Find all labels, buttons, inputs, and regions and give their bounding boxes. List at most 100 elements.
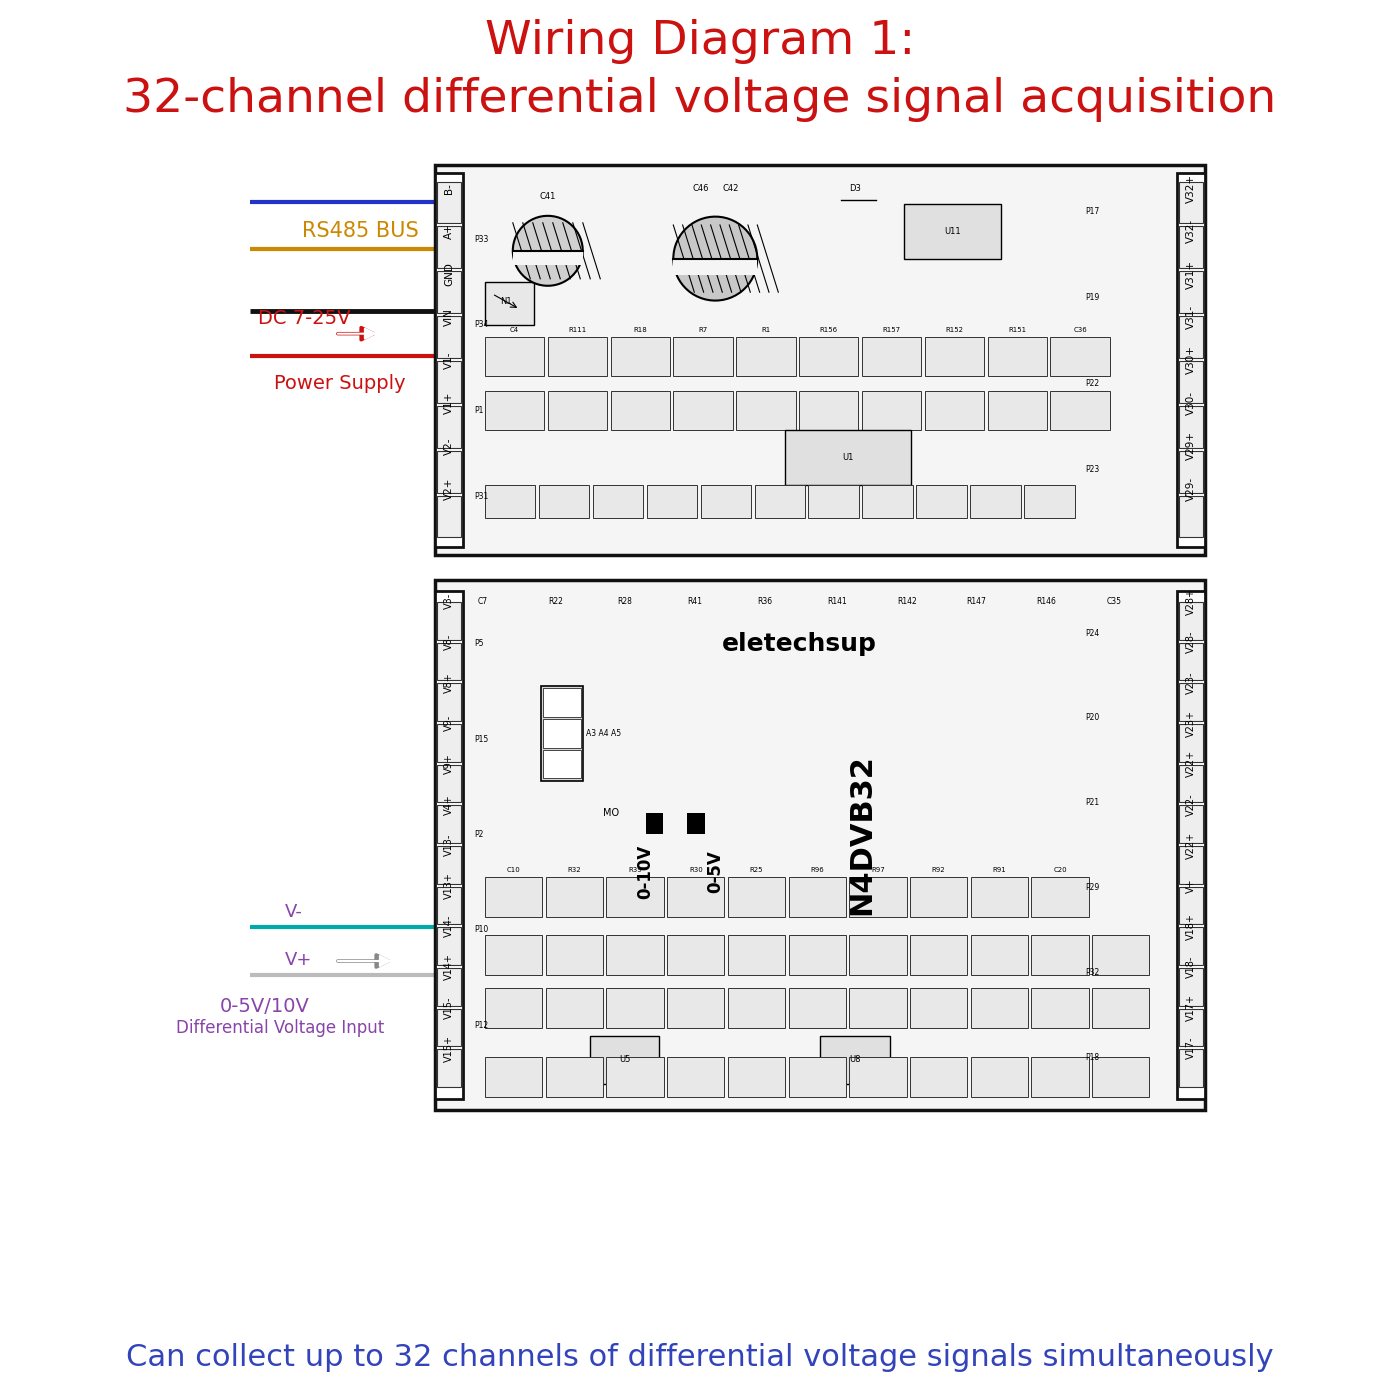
Text: V29-: V29- [1186, 476, 1196, 501]
Text: V1-: V1- [444, 351, 454, 368]
Text: V-: V- [286, 903, 302, 921]
FancyBboxPatch shape [728, 988, 785, 1028]
FancyBboxPatch shape [862, 391, 921, 430]
FancyBboxPatch shape [543, 687, 581, 717]
FancyBboxPatch shape [484, 484, 535, 518]
Text: V30+: V30+ [1186, 346, 1196, 374]
FancyBboxPatch shape [437, 1008, 461, 1046]
Text: R151: R151 [1008, 326, 1026, 333]
Text: P17: P17 [1085, 207, 1099, 216]
Text: V1+: V1+ [444, 392, 454, 414]
Text: P10: P10 [475, 925, 489, 934]
FancyBboxPatch shape [435, 580, 1205, 1110]
Text: V2-: V2- [444, 437, 454, 455]
FancyBboxPatch shape [546, 876, 603, 917]
FancyBboxPatch shape [437, 227, 461, 269]
FancyBboxPatch shape [1092, 988, 1149, 1028]
FancyBboxPatch shape [1179, 683, 1203, 721]
Text: C42: C42 [722, 183, 738, 193]
Text: eletechsup: eletechsup [721, 631, 876, 655]
FancyBboxPatch shape [1179, 227, 1203, 269]
Text: V22+: V22+ [1186, 750, 1196, 777]
FancyBboxPatch shape [1179, 451, 1203, 493]
Text: V14-: V14- [444, 916, 454, 938]
FancyBboxPatch shape [540, 686, 582, 781]
FancyBboxPatch shape [1179, 406, 1203, 448]
Text: V15+: V15+ [444, 1035, 454, 1061]
Text: V32-: V32- [1186, 220, 1196, 244]
FancyBboxPatch shape [1179, 602, 1203, 640]
Text: R91: R91 [993, 867, 1007, 872]
FancyBboxPatch shape [1032, 935, 1089, 974]
FancyBboxPatch shape [1179, 927, 1203, 965]
Text: R32: R32 [567, 867, 581, 872]
FancyBboxPatch shape [435, 172, 463, 547]
FancyBboxPatch shape [592, 484, 643, 518]
Text: Differential Voltage Input: Differential Voltage Input [176, 1019, 384, 1037]
Text: V8+: V8+ [444, 672, 454, 693]
FancyBboxPatch shape [668, 935, 724, 974]
FancyBboxPatch shape [645, 813, 664, 834]
FancyBboxPatch shape [437, 643, 461, 680]
FancyBboxPatch shape [437, 361, 461, 403]
FancyBboxPatch shape [1025, 484, 1075, 518]
FancyBboxPatch shape [437, 846, 461, 883]
FancyBboxPatch shape [647, 484, 697, 518]
FancyBboxPatch shape [808, 484, 860, 518]
Text: U1: U1 [843, 454, 854, 462]
Text: V9-: V9- [444, 715, 454, 731]
FancyBboxPatch shape [862, 336, 921, 375]
FancyBboxPatch shape [606, 935, 664, 974]
Text: R28: R28 [617, 596, 633, 606]
Text: D3: D3 [848, 183, 861, 193]
FancyBboxPatch shape [910, 988, 967, 1028]
FancyBboxPatch shape [437, 764, 461, 802]
FancyBboxPatch shape [512, 251, 582, 265]
FancyBboxPatch shape [728, 1057, 785, 1096]
Text: R22: R22 [547, 596, 563, 606]
Text: Wiring Diagram 1:: Wiring Diagram 1: [484, 20, 916, 64]
FancyBboxPatch shape [543, 718, 581, 748]
FancyBboxPatch shape [543, 749, 581, 778]
Text: P1: P1 [475, 406, 484, 416]
Text: C4: C4 [510, 326, 519, 333]
Text: C46: C46 [692, 183, 708, 193]
FancyBboxPatch shape [700, 484, 750, 518]
FancyBboxPatch shape [1032, 988, 1089, 1028]
FancyBboxPatch shape [1179, 361, 1203, 403]
Text: U8: U8 [850, 1056, 861, 1064]
FancyBboxPatch shape [910, 935, 967, 974]
Text: V28+: V28+ [1186, 588, 1196, 615]
FancyBboxPatch shape [1179, 272, 1203, 314]
FancyBboxPatch shape [1179, 182, 1203, 224]
Text: R36: R36 [757, 596, 773, 606]
FancyBboxPatch shape [1179, 724, 1203, 762]
FancyBboxPatch shape [970, 1057, 1028, 1096]
FancyBboxPatch shape [1179, 764, 1203, 802]
Text: 0-5V: 0-5V [706, 850, 724, 893]
FancyBboxPatch shape [728, 876, 785, 917]
FancyBboxPatch shape [437, 272, 461, 314]
FancyBboxPatch shape [1179, 496, 1203, 538]
Text: R142: R142 [897, 596, 917, 606]
Text: P18: P18 [1085, 1053, 1099, 1061]
Text: R156: R156 [819, 326, 837, 333]
Text: V17-: V17- [1186, 1037, 1196, 1060]
Text: P23: P23 [1085, 465, 1099, 473]
FancyBboxPatch shape [668, 876, 724, 917]
FancyBboxPatch shape [1177, 591, 1205, 1099]
Text: V30-: V30- [1186, 391, 1196, 414]
Text: 0-5V/10V: 0-5V/10V [220, 997, 309, 1016]
FancyBboxPatch shape [970, 876, 1028, 917]
Text: V17+: V17+ [1186, 994, 1196, 1021]
FancyBboxPatch shape [850, 988, 907, 1028]
FancyBboxPatch shape [1179, 805, 1203, 843]
FancyBboxPatch shape [673, 259, 757, 276]
FancyBboxPatch shape [610, 391, 671, 430]
FancyBboxPatch shape [539, 484, 589, 518]
FancyBboxPatch shape [435, 591, 463, 1099]
FancyBboxPatch shape [1032, 876, 1089, 917]
FancyBboxPatch shape [668, 988, 724, 1028]
Text: V13-: V13- [444, 834, 454, 857]
Text: GND: GND [444, 262, 454, 286]
